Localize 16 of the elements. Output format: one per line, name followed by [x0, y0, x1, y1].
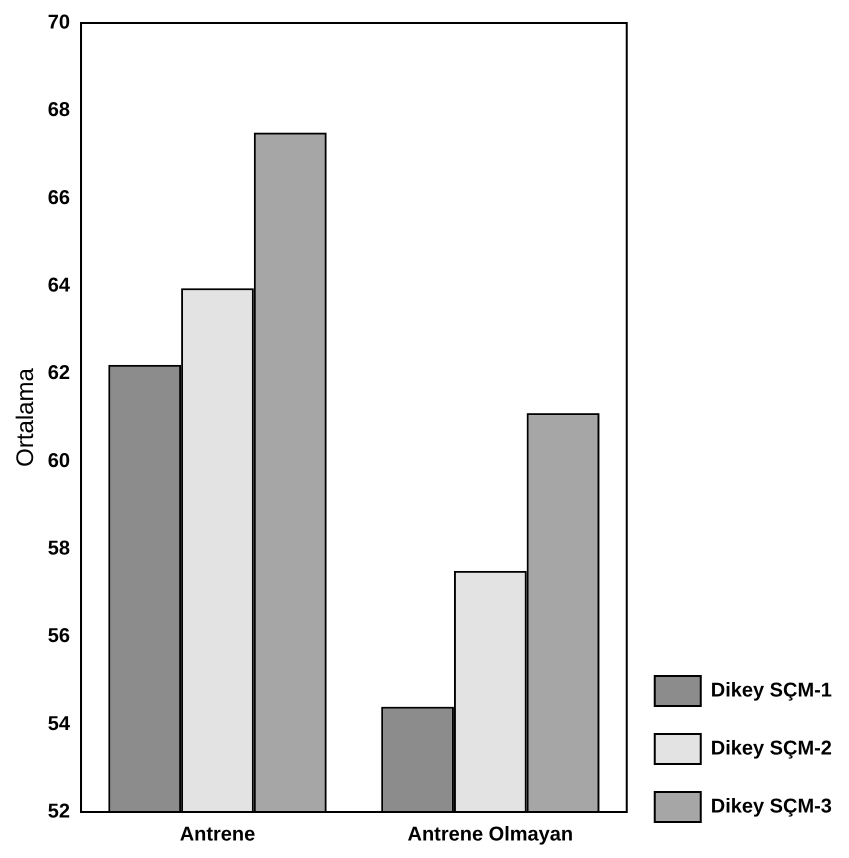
legend-label: Dikey SÇM-3 [710, 796, 832, 818]
legend-label: Dikey SÇM-1 [710, 680, 832, 702]
y-tick-label: 52 [48, 800, 70, 823]
y-tick-label: 58 [48, 538, 70, 560]
y-tick-label: 66 [48, 186, 70, 209]
y-axis-title: Ortalama [12, 368, 40, 467]
x-tick-label: Antrene Olmayan [408, 824, 574, 846]
x-tick-label: Antrene [180, 824, 256, 846]
y-tick-label: 60 [48, 450, 70, 472]
y-tick-label: 64 [48, 274, 71, 297]
y-tick-label: 62 [48, 362, 70, 384]
legend-label: Dikey SÇM-2 [710, 738, 832, 760]
y-tick-label: 68 [48, 99, 70, 122]
y-tick-label: 56 [48, 625, 70, 648]
y-tick-label: 70 [48, 12, 70, 34]
y-tick-label: 54 [48, 712, 71, 735]
